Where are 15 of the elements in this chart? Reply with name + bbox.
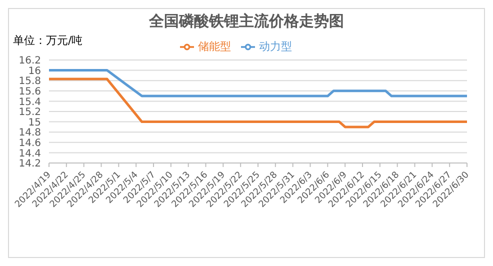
chart-title: 全国磷酸铁锂主流价格走势图 (148, 12, 345, 31)
y-tick-label: 15.2 (18, 107, 41, 118)
legend-label: 动力型 (259, 40, 292, 53)
y-tick-label: 15.8 (18, 76, 41, 88)
y-tick-label: 14.6 (18, 138, 41, 149)
y-tick-label: 15 (28, 117, 41, 128)
y-tick-label: 14.8 (18, 128, 41, 139)
y-tick-label: 16.2 (18, 56, 41, 67)
y-tick-label: 16 (28, 66, 41, 77)
y-tick-label: 15.6 (18, 86, 41, 98)
y-tick-label: 15.4 (18, 96, 41, 108)
y-tick-label: 14.2 (18, 158, 41, 170)
y-tick-label: 14.4 (18, 148, 41, 160)
y-axis-title: 单位：万元/吨 (13, 33, 83, 48)
legend-label: 储能型 (198, 40, 231, 53)
